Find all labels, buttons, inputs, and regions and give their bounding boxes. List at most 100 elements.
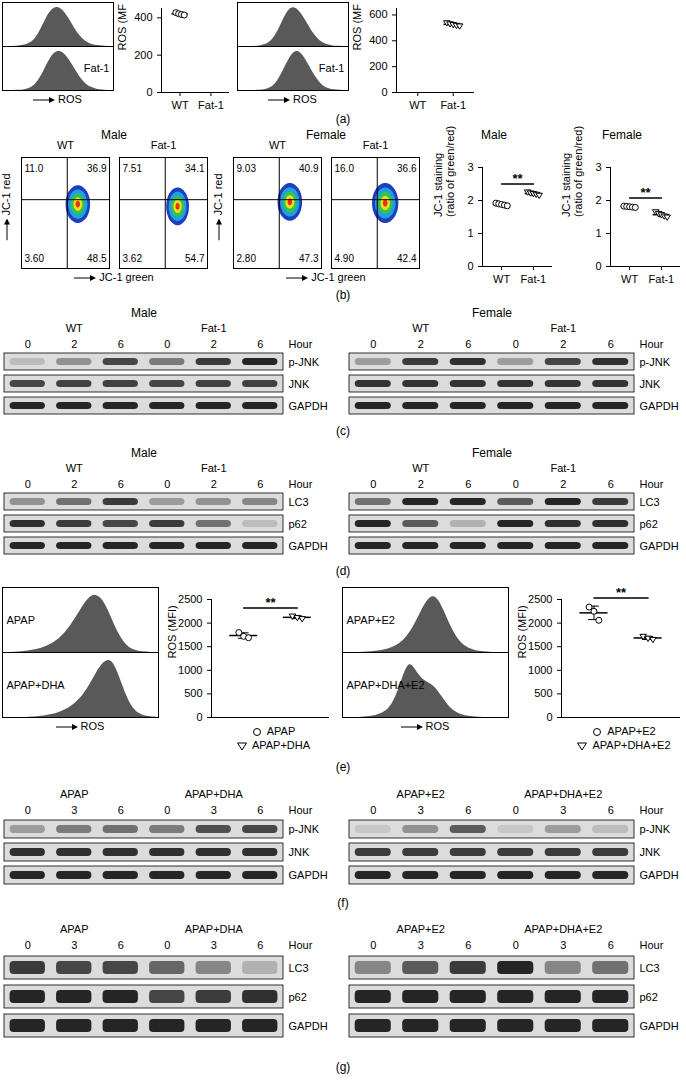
svg-text:6: 6 — [608, 939, 614, 951]
svg-text:Fat-1: Fat-1 — [649, 273, 675, 285]
svg-text:Fat-1: Fat-1 — [550, 462, 576, 474]
svg-text:**: ** — [512, 171, 523, 186]
svg-text:2: 2 — [560, 338, 566, 350]
svg-text:0: 0 — [25, 939, 31, 951]
svg-text:6: 6 — [465, 939, 471, 951]
svg-text:500: 500 — [534, 687, 552, 699]
svg-text:3: 3 — [418, 804, 424, 816]
svg-text:APAP+E2: APAP+E2 — [397, 923, 445, 935]
svg-text:APAP+E2: APAP+E2 — [347, 614, 395, 626]
svg-text:0: 0 — [164, 804, 170, 816]
svg-text:JNK: JNK — [289, 378, 310, 390]
svg-text:600: 600 — [369, 8, 387, 20]
svg-text:0: 0 — [381, 86, 387, 98]
svg-text:0: 0 — [25, 804, 31, 816]
svg-text:GAPDH: GAPDH — [289, 540, 328, 552]
svg-text:6: 6 — [465, 804, 471, 816]
svg-text:GAPDH: GAPDH — [289, 869, 328, 881]
svg-text:0: 0 — [595, 260, 601, 272]
svg-text:3: 3 — [560, 939, 566, 951]
svg-text:36.9: 36.9 — [87, 163, 107, 174]
svg-text:WT: WT — [57, 139, 74, 151]
svg-text:GAPDH: GAPDH — [640, 1020, 679, 1032]
svg-text:54.7: 54.7 — [185, 253, 205, 264]
svg-text:p62: p62 — [640, 518, 658, 530]
svg-text:11.0: 11.0 — [25, 163, 44, 174]
svg-text:40.9: 40.9 — [299, 163, 319, 174]
svg-text:p-JNK: p-JNK — [640, 356, 671, 368]
svg-text:2: 2 — [71, 338, 77, 350]
svg-text:3: 3 — [418, 939, 424, 951]
svg-text:WT: WT — [66, 462, 83, 474]
svg-text:LC3: LC3 — [640, 496, 660, 508]
svg-text:p-JNK: p-JNK — [640, 823, 671, 835]
svg-text:7.51: 7.51 — [123, 163, 143, 174]
svg-text:3: 3 — [595, 161, 601, 173]
svg-text:WT: WT — [493, 273, 510, 285]
svg-text:6: 6 — [257, 939, 263, 951]
svg-text:ROS (MF: ROS (MF — [351, 4, 363, 51]
svg-text:2: 2 — [211, 338, 217, 350]
svg-text:200: 200 — [369, 60, 387, 72]
svg-text:GAPDH: GAPDH — [640, 540, 679, 552]
svg-text:ROS (MF: ROS (MF — [116, 4, 128, 51]
svg-text:2: 2 — [560, 478, 566, 490]
svg-text:Hour: Hour — [289, 338, 313, 350]
svg-text:LC3: LC3 — [289, 496, 309, 508]
svg-text:**: ** — [265, 595, 276, 610]
svg-text:Hour: Hour — [640, 478, 664, 490]
svg-text:200: 200 — [134, 49, 152, 61]
svg-text:2.80: 2.80 — [237, 253, 257, 264]
svg-text:JNK: JNK — [640, 846, 661, 858]
svg-text:2500: 2500 — [528, 593, 552, 605]
svg-text:0: 0 — [25, 478, 31, 490]
svg-text:6: 6 — [257, 478, 263, 490]
svg-text:JNK: JNK — [289, 846, 310, 858]
svg-text:Hour: Hour — [640, 939, 664, 951]
svg-text:1: 1 — [467, 227, 473, 239]
svg-text:Hour: Hour — [640, 338, 664, 350]
svg-text:Fat-1: Fat-1 — [201, 322, 227, 334]
svg-text:47.3: 47.3 — [299, 253, 319, 264]
svg-text:WT: WT — [412, 462, 429, 474]
svg-text:3: 3 — [560, 804, 566, 816]
svg-text:GAPDH: GAPDH — [640, 400, 679, 412]
svg-text:6: 6 — [118, 478, 124, 490]
svg-text:ROS (MFI): ROS (MFI) — [516, 605, 528, 658]
svg-text:3: 3 — [467, 161, 473, 173]
svg-text:Fat-1: Fat-1 — [151, 139, 177, 151]
svg-text:3.60: 3.60 — [25, 253, 45, 264]
svg-text:6: 6 — [257, 338, 263, 350]
svg-text:JNK: JNK — [640, 378, 661, 390]
svg-text:6: 6 — [118, 804, 124, 816]
svg-text:APAP+DHA: APAP+DHA — [7, 679, 66, 691]
svg-text:9.03: 9.03 — [237, 163, 257, 174]
svg-text:0: 0 — [513, 804, 519, 816]
svg-text:JC-1 staining(ratio of green/r: JC-1 staining(ratio of green/red) — [560, 126, 584, 217]
svg-text:2: 2 — [418, 338, 424, 350]
svg-text:APAP+DHA: APAP+DHA — [185, 923, 244, 935]
svg-text:2: 2 — [418, 478, 424, 490]
svg-text:WT: WT — [409, 99, 426, 111]
svg-text:APAP: APAP — [7, 614, 36, 626]
svg-text:Fat-1: Fat-1 — [363, 139, 389, 151]
svg-text:Hour: Hour — [640, 804, 664, 816]
svg-text:3: 3 — [211, 939, 217, 951]
svg-text:LC3: LC3 — [640, 962, 660, 974]
svg-text:0: 0 — [25, 338, 31, 350]
svg-text:0: 0 — [164, 478, 170, 490]
svg-text:**: ** — [616, 585, 627, 600]
svg-text:2000: 2000 — [528, 617, 552, 629]
svg-text:0: 0 — [370, 478, 376, 490]
svg-text:3.62: 3.62 — [123, 253, 143, 264]
svg-text:0: 0 — [146, 86, 152, 98]
svg-text:**: ** — [640, 185, 651, 200]
svg-text:WT: WT — [171, 99, 188, 111]
svg-text:0: 0 — [196, 711, 202, 723]
svg-text:6: 6 — [608, 478, 614, 490]
svg-text:Fat-1: Fat-1 — [521, 273, 547, 285]
svg-text:Fat-1: Fat-1 — [319, 62, 345, 74]
svg-text:34.1: 34.1 — [185, 163, 205, 174]
svg-text:Hour: Hour — [289, 478, 313, 490]
svg-text:GAPDH: GAPDH — [640, 869, 679, 881]
